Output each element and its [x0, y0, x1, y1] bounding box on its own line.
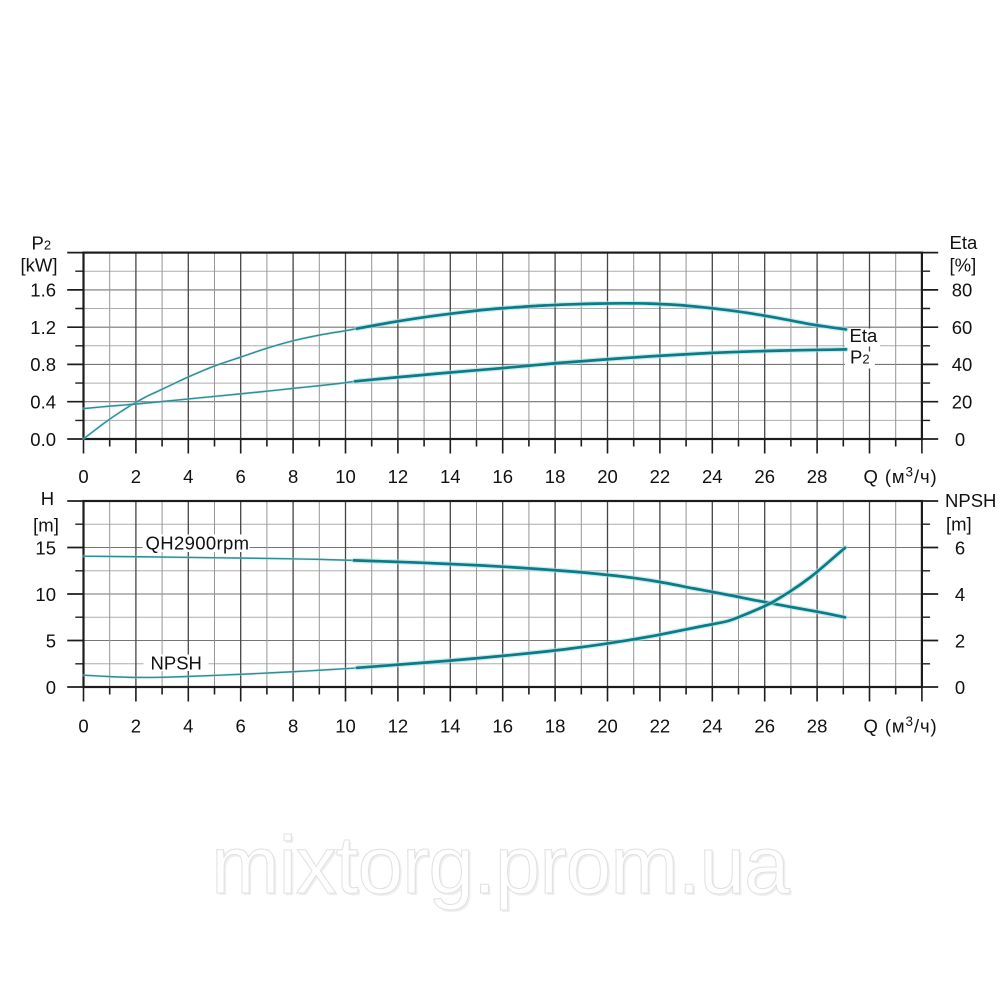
svg-text:0: 0 [46, 677, 56, 698]
svg-text:0: 0 [955, 429, 965, 450]
svg-text:16: 16 [492, 716, 513, 737]
svg-text:mixtorg.prom.ua: mixtorg.prom.ua [211, 820, 790, 911]
svg-text:6: 6 [236, 466, 246, 487]
svg-text:22: 22 [650, 466, 671, 487]
svg-text:24: 24 [702, 716, 723, 737]
svg-text:Q (м3/ч): Q (м3/ч) [864, 714, 938, 737]
svg-text:0.4: 0.4 [30, 392, 56, 413]
svg-text:28: 28 [807, 466, 828, 487]
svg-text:28: 28 [807, 716, 828, 737]
svg-text:4: 4 [955, 584, 965, 605]
svg-text:QH2900rpm: QH2900rpm [146, 533, 250, 554]
svg-text:26: 26 [754, 466, 775, 487]
svg-text:NPSH: NPSH [151, 653, 202, 674]
svg-text:NPSH: NPSH [945, 490, 996, 511]
svg-text:0.0: 0.0 [30, 429, 56, 450]
svg-text:[%]: [%] [950, 255, 977, 276]
svg-text:20: 20 [597, 716, 618, 737]
svg-text:0: 0 [78, 716, 88, 737]
svg-text:1.6: 1.6 [30, 280, 56, 301]
svg-text:5: 5 [46, 630, 56, 651]
svg-text:14: 14 [440, 716, 461, 737]
svg-text:80: 80 [952, 280, 973, 301]
svg-text:10: 10 [335, 716, 356, 737]
svg-text:Eta: Eta [850, 325, 878, 346]
svg-text:6: 6 [955, 537, 965, 558]
svg-text:12: 12 [388, 466, 409, 487]
svg-text:Eta: Eta [950, 232, 978, 253]
svg-text:2: 2 [131, 466, 141, 487]
svg-text:18: 18 [545, 716, 566, 737]
svg-text:1.2: 1.2 [30, 317, 56, 338]
svg-text:8: 8 [288, 466, 298, 487]
svg-text:24: 24 [702, 466, 723, 487]
svg-text:P2: P2 [32, 232, 52, 253]
svg-text:Q (м3/ч): Q (м3/ч) [864, 465, 938, 488]
svg-text:0: 0 [955, 677, 965, 698]
svg-text:8: 8 [288, 716, 298, 737]
svg-text:0: 0 [78, 466, 88, 487]
svg-text:22: 22 [650, 716, 671, 737]
svg-text:14: 14 [440, 466, 461, 487]
svg-text:2: 2 [955, 630, 965, 651]
svg-text:60: 60 [952, 317, 973, 338]
svg-text:15: 15 [35, 537, 56, 558]
svg-text:16: 16 [492, 466, 513, 487]
svg-text:4: 4 [183, 716, 193, 737]
svg-text:12: 12 [388, 716, 409, 737]
svg-text:20: 20 [952, 392, 973, 413]
svg-text:mixtorg.prom.ua: mixtorg.prom.ua [213, 822, 792, 913]
svg-text:6: 6 [236, 716, 246, 737]
svg-text:H: H [41, 488, 54, 509]
svg-text:10: 10 [335, 466, 356, 487]
svg-text:4: 4 [183, 466, 193, 487]
svg-text:[m]: [m] [946, 514, 972, 535]
svg-text:0.8: 0.8 [30, 354, 56, 375]
svg-text:10: 10 [35, 584, 56, 605]
svg-text:[kW]: [kW] [21, 255, 58, 276]
svg-text:18: 18 [545, 466, 566, 487]
svg-text:2: 2 [131, 716, 141, 737]
svg-text:20: 20 [597, 466, 618, 487]
svg-text:40: 40 [952, 354, 973, 375]
svg-text:P2: P2 [850, 346, 870, 367]
svg-text:[m]: [m] [33, 515, 59, 536]
svg-text:26: 26 [754, 716, 775, 737]
